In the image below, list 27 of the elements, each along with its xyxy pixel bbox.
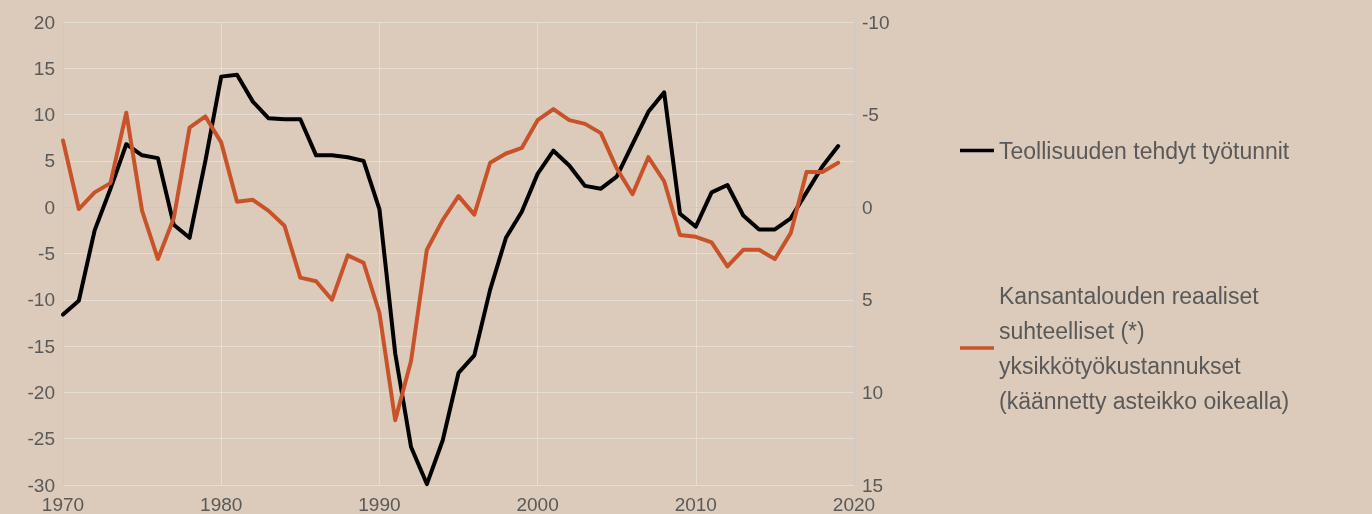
y-tick-label: -20	[27, 381, 55, 403]
x-tick-label: 1970	[41, 494, 85, 514]
y2-tick-label: 15	[862, 474, 884, 496]
y-tick-label: -5	[38, 243, 55, 264]
legend-label: Teollisuuden tehdyt työtunnit	[999, 137, 1290, 164]
y-tick-label: -25	[27, 428, 55, 450]
y-tick-label: 0	[44, 196, 55, 218]
x-tick-label: 1980	[200, 494, 243, 514]
y-tick-label: -30	[27, 474, 55, 496]
x-tick-label: 1990	[358, 494, 401, 514]
y2-tick-label: 0	[862, 196, 873, 218]
x-tick-label: 2020	[832, 494, 876, 514]
line-series	[61, 107, 841, 423]
y2-tick-label: 5	[862, 289, 873, 311]
legend-label: Kansantalouden reaaliset suhteelliset (*) yksikkötyökustannukset (käännetty asteikko oikealla)	[999, 282, 1290, 414]
x-tick-label: 2000	[516, 494, 559, 514]
y2-tick-label: -5	[862, 104, 879, 126]
y2-tick-label: -10	[862, 11, 890, 33]
line-series	[61, 72, 841, 487]
y-tick-label: 15	[33, 57, 55, 79]
x-tick-label: 2010	[674, 494, 717, 514]
y-tick-label: -10	[27, 289, 55, 311]
y-tick-label: 10	[33, 104, 55, 126]
y2-tick-label: 10	[862, 381, 884, 403]
y-tick-label: 5	[44, 150, 55, 172]
y-tick-label: -15	[27, 335, 55, 357]
y-tick-label: 20	[33, 11, 55, 33]
